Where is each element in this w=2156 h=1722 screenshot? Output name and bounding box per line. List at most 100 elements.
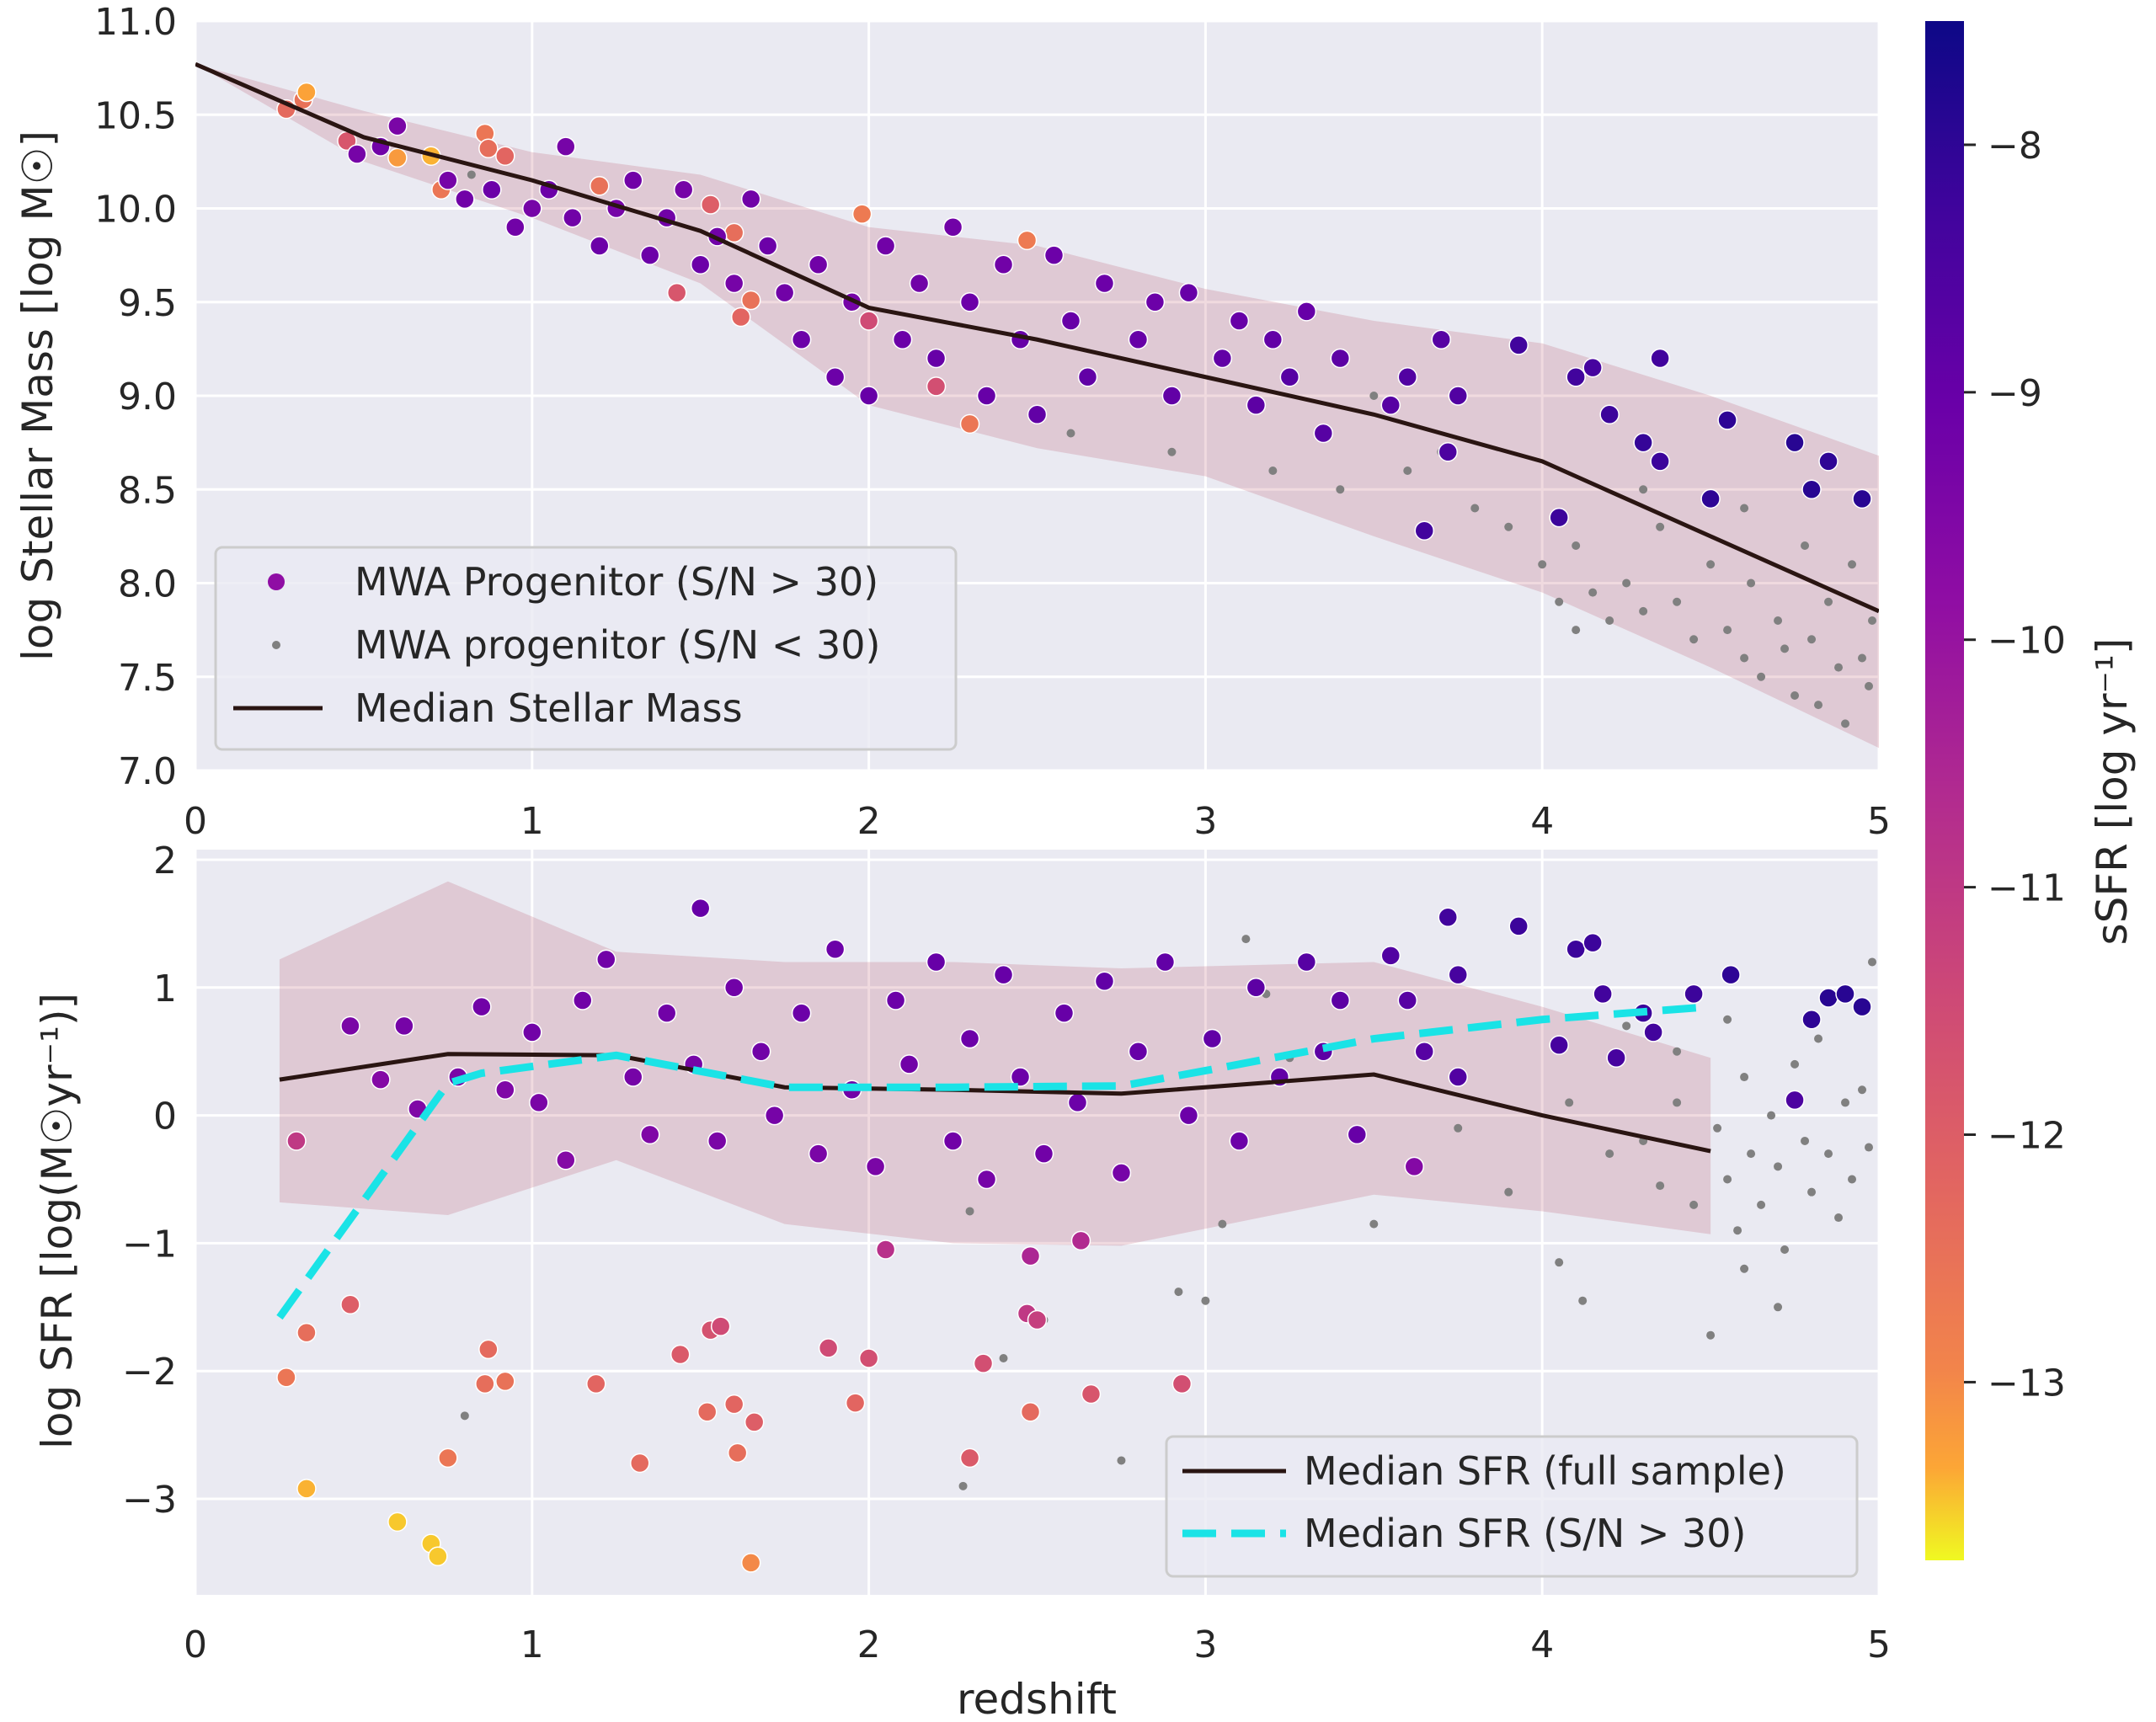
low-sn-point <box>1780 1245 1790 1254</box>
low-sn-point <box>1066 429 1075 438</box>
high-sn-point <box>1717 410 1737 430</box>
high-sn-point <box>1438 907 1459 928</box>
y-tick-label: −3 <box>122 1479 177 1522</box>
high-sn-point <box>730 307 751 328</box>
low-sn-point <box>1336 485 1345 494</box>
high-sn-point <box>505 217 526 237</box>
high-sn-point <box>1027 404 1048 424</box>
low-sn-point <box>1814 1034 1823 1043</box>
high-sn-point <box>1448 386 1468 406</box>
high-sn-point <box>764 1105 785 1126</box>
high-sn-point <box>1081 1383 1102 1405</box>
y-tick-label: −2 <box>122 1351 177 1394</box>
high-sn-point <box>340 1294 360 1315</box>
high-sn-point <box>522 198 542 219</box>
high-sn-point <box>791 329 812 349</box>
high-sn-point <box>976 1169 997 1190</box>
high-sn-point <box>1347 1124 1368 1145</box>
low-sn-point <box>1565 1098 1574 1107</box>
high-sn-point <box>1818 988 1838 1008</box>
low-sn-point <box>1848 1175 1857 1184</box>
high-sn-point <box>1010 1067 1031 1087</box>
high-sn-point <box>744 1412 765 1432</box>
high-sn-point <box>808 254 829 275</box>
low-sn-point <box>1673 597 1682 606</box>
legend-marker-high-sn <box>268 573 285 590</box>
colorbar-tick-label: −13 <box>1988 1362 2066 1405</box>
high-sn-point <box>1330 348 1351 369</box>
low-sn-point <box>1656 522 1665 531</box>
high-sn-point <box>1785 1090 1805 1111</box>
low-sn-point <box>1504 1187 1513 1197</box>
high-sn-point <box>563 207 583 228</box>
high-sn-point <box>438 1447 458 1469</box>
high-sn-point <box>791 1003 812 1023</box>
high-sn-point <box>1145 292 1166 312</box>
low-sn-point <box>1848 560 1857 569</box>
high-sn-point <box>495 1080 515 1100</box>
high-sn-point <box>1582 357 1603 378</box>
high-sn-point <box>438 170 458 190</box>
low-sn-point <box>1747 578 1756 588</box>
x-tick-label: 2 <box>857 1623 881 1666</box>
x-tick-label: 2 <box>857 800 881 843</box>
low-sn-point <box>1723 1175 1732 1184</box>
y-tick-label: 1 <box>153 968 177 1010</box>
high-sn-point <box>296 1479 317 1499</box>
high-sn-point <box>696 1402 718 1422</box>
high-sn-point <box>774 282 795 303</box>
high-sn-point <box>993 964 1014 985</box>
low-sn-point <box>1801 1136 1810 1145</box>
low-sn-point <box>1858 653 1867 663</box>
low-sn-point <box>1865 1143 1874 1152</box>
high-sn-point <box>959 292 980 312</box>
high-sn-point <box>1313 423 1334 444</box>
legend-label-median-full: Median SFR (full sample) <box>1304 1448 1786 1494</box>
y-tick-label: 0 <box>153 1096 177 1138</box>
high-sn-point <box>723 222 744 243</box>
high-sn-point <box>666 282 687 303</box>
high-sn-point <box>1508 335 1529 355</box>
high-sn-point <box>1229 311 1250 331</box>
legend-label-low-sn: MWA progenitor (S/N < 30) <box>355 622 880 668</box>
low-sn-point <box>467 170 476 179</box>
high-sn-point <box>959 1447 980 1469</box>
low-sn-point <box>1588 588 1598 597</box>
high-sn-point <box>394 1016 414 1037</box>
high-sn-point <box>1020 1245 1041 1266</box>
high-sn-point <box>670 1344 691 1365</box>
high-sn-point <box>818 1338 839 1358</box>
high-sn-point <box>639 1124 660 1145</box>
y-tick-label: 10.5 <box>94 94 177 137</box>
high-sn-point <box>1296 301 1317 322</box>
bottom-y-axis-label: log SFR [log(M☉yr⁻¹)] <box>33 993 82 1449</box>
high-sn-point <box>1202 1028 1223 1049</box>
high-sn-point <box>1593 984 1613 1005</box>
low-sn-point <box>460 1411 469 1421</box>
high-sn-point <box>586 1373 606 1394</box>
y-tick-label: 7.5 <box>118 657 177 700</box>
high-sn-point <box>707 1131 728 1151</box>
low-sn-point <box>1790 691 1800 700</box>
high-sn-point <box>1549 507 1569 528</box>
high-sn-point <box>750 1041 771 1062</box>
low-sn-point <box>1241 935 1251 944</box>
low-sn-point <box>1555 597 1564 606</box>
low-sn-point <box>1824 1149 1833 1159</box>
high-sn-point <box>808 1144 829 1164</box>
top-y-axis-label: log Stellar Mass [log M☉] <box>13 131 62 661</box>
low-sn-point <box>1369 392 1379 400</box>
high-sn-point <box>347 144 367 164</box>
low-sn-point <box>1639 485 1648 494</box>
high-sn-point <box>1508 916 1529 936</box>
legend-label-median-high-sn: Median SFR (S/N > 30) <box>1304 1511 1747 1556</box>
high-sn-point <box>1054 1003 1075 1023</box>
high-sn-point <box>1566 939 1586 960</box>
high-sn-point <box>596 949 616 970</box>
low-sn-point <box>999 1354 1008 1363</box>
high-sn-point <box>495 1371 515 1392</box>
high-sn-point <box>1404 1156 1425 1177</box>
high-sn-point <box>959 413 980 434</box>
low-sn-point <box>1622 1021 1631 1031</box>
high-sn-point <box>700 195 721 215</box>
